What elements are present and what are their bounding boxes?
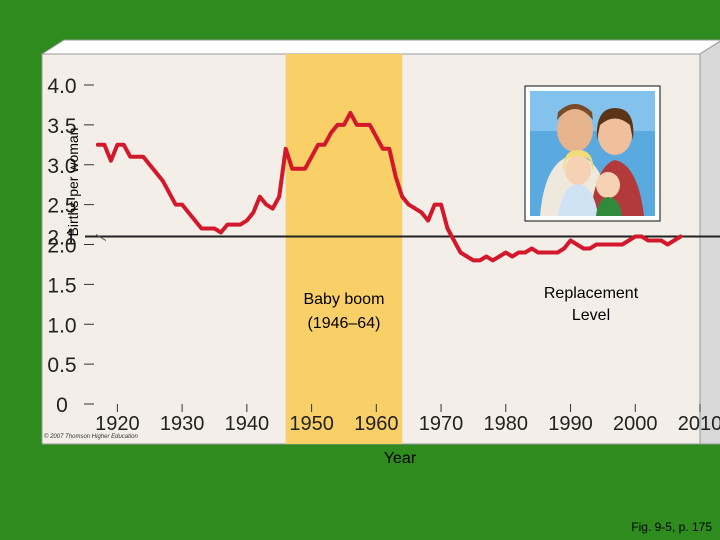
replacement-tick-mark xyxy=(95,234,107,241)
baby-boom-label: Baby boom xyxy=(303,291,384,308)
replacement-level-label: Level xyxy=(572,307,610,324)
x-tick-label: 1950 xyxy=(289,413,334,435)
baby-boom-label: (1946–64) xyxy=(307,315,380,332)
y-tick-label: 0 xyxy=(56,394,68,417)
y-tick-label: 2.0 xyxy=(47,235,76,258)
y-axis-label: Births per woman xyxy=(65,127,81,237)
x-tick-label: 1980 xyxy=(484,413,529,435)
x-tick-label: 1990 xyxy=(548,413,593,435)
x-tick-label: 1930 xyxy=(160,413,205,435)
x-tick-label: 2000 xyxy=(613,413,658,435)
copyright-note: © 2007 Thomson Higher Education xyxy=(44,434,138,440)
figure-caption: Fig. 9-5, p. 175 xyxy=(631,520,712,534)
x-tick-label: 1960 xyxy=(354,413,399,435)
y-tick-label: 1.5 xyxy=(47,274,76,297)
y-tick-label: 2.5 xyxy=(47,195,76,218)
x-tick-label: 1940 xyxy=(225,413,270,435)
x-tick-label: 1970 xyxy=(419,413,464,435)
box-top-face xyxy=(40,39,720,55)
x-axis-label: Year xyxy=(383,450,417,467)
x-tick-label: 2010 xyxy=(678,413,720,435)
y-tick-label: 3.5 xyxy=(47,115,76,138)
family-photo-icon xyxy=(524,85,661,222)
baby-boom-band xyxy=(285,54,403,444)
box-right-face xyxy=(699,40,720,445)
y-tick-label: 4.0 xyxy=(47,75,76,98)
replacement-tick-label: 2.1 xyxy=(47,227,76,250)
y-tick-label: 1.0 xyxy=(47,314,76,337)
x-tick-label: 1920 xyxy=(95,413,140,435)
replacement-level-label: Replacement xyxy=(544,285,639,302)
fertility-rate-line xyxy=(95,110,683,263)
y-tick-label: 0.5 xyxy=(47,354,76,377)
y-tick-label: 3.0 xyxy=(47,155,76,178)
